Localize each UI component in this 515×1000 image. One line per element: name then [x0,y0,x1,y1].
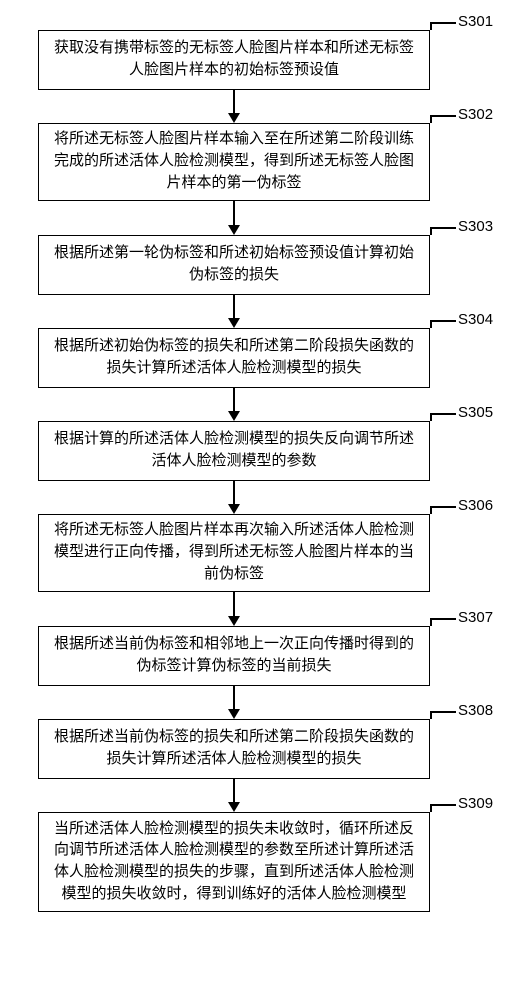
step-label-S304: S304 [458,311,493,328]
label-connector-h [430,804,456,806]
label-connector-h [430,506,456,508]
label-connector-h [430,320,456,322]
arrow-head-icon [228,802,240,812]
arrow-line [233,295,235,318]
label-connector-h [430,711,456,713]
flow-node-text: 根据所述当前伪标签和相邻地上一次正向传播时得到的伪标签计算伪标签的当前损失 [49,634,419,678]
step-label-S307: S307 [458,609,493,626]
arrow-head-icon [228,504,240,514]
flow-node-text: 根据所述第一轮伪标签和所述初始标签预设值计算初始伪标签的损失 [49,243,419,287]
label-connector-h [430,618,456,620]
flow-node-S309: 当所述活体人脸检测模型的损失未收敛时，循环所述反向调节所述活体人脸检测模型的参数… [38,812,430,912]
arrow-line [233,592,235,616]
flow-node-text: 获取没有携带标签的无标签人脸图片样本和所述无标签人脸图片样本的初始标签预设值 [49,38,419,82]
flowchart-canvas: 获取没有携带标签的无标签人脸图片样本和所述无标签人脸图片样本的初始标签预设值 S3… [0,0,515,1000]
flow-node-S302: 将所述无标签人脸图片样本输入至在所述第二阶段训练完成的所述活体人脸检测模型，得到… [38,123,430,201]
step-label-S306: S306 [458,497,493,514]
arrow-line [233,686,235,709]
arrow-line [233,779,235,802]
flow-node-S303: 根据所述第一轮伪标签和所述初始标签预设值计算初始伪标签的损失 [38,235,430,295]
flow-node-text: 当所述活体人脸检测模型的损失未收敛时，循环所述反向调节所述活体人脸检测模型的参数… [49,819,419,906]
arrow-head-icon [228,318,240,328]
arrow-head-icon [228,225,240,235]
step-label-S309: S309 [458,795,493,812]
flow-node-text: 将所述无标签人脸图片样本再次输入所述活体人脸检测模型进行正向传播，得到所述无标签… [49,520,419,585]
label-connector-h [430,22,456,24]
arrow-head-icon [228,113,240,123]
arrow-head-icon [228,616,240,626]
arrow-line [233,481,235,504]
arrow-head-icon [228,411,240,421]
flow-node-S307: 根据所述当前伪标签和相邻地上一次正向传播时得到的伪标签计算伪标签的当前损失 [38,626,430,686]
arrow-head-icon [228,709,240,719]
step-label-S302: S302 [458,106,493,123]
flow-node-S306: 将所述无标签人脸图片样本再次输入所述活体人脸检测模型进行正向传播，得到所述无标签… [38,514,430,592]
flow-node-S308: 根据所述当前伪标签的损失和所述第二阶段损失函数的损失计算所述活体人脸检测模型的损… [38,719,430,779]
arrow-line [233,90,235,113]
label-connector-h [430,115,456,117]
step-label-S305: S305 [458,404,493,421]
flow-node-S304: 根据所述初始伪标签的损失和所述第二阶段损失函数的损失计算所述活体人脸检测模型的损… [38,328,430,388]
step-label-S301: S301 [458,13,493,30]
flow-node-S301: 获取没有携带标签的无标签人脸图片样本和所述无标签人脸图片样本的初始标签预设值 [38,30,430,90]
flow-node-text: 根据计算的所述活体人脸检测模型的损失反向调节所述活体人脸检测模型的参数 [49,429,419,473]
flow-node-S305: 根据计算的所述活体人脸检测模型的损失反向调节所述活体人脸检测模型的参数 [38,421,430,481]
arrow-line [233,388,235,411]
step-label-S308: S308 [458,702,493,719]
step-label-S303: S303 [458,218,493,235]
flow-node-text: 根据所述当前伪标签的损失和所述第二阶段损失函数的损失计算所述活体人脸检测模型的损… [49,727,419,771]
flow-node-text: 将所述无标签人脸图片样本输入至在所述第二阶段训练完成的所述活体人脸检测模型，得到… [49,129,419,194]
label-connector-h [430,227,456,229]
arrow-line [233,201,235,225]
flow-node-text: 根据所述初始伪标签的损失和所述第二阶段损失函数的损失计算所述活体人脸检测模型的损… [49,336,419,380]
label-connector-h [430,413,456,415]
